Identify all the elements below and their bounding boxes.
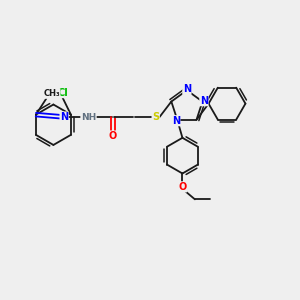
Text: N: N (60, 112, 68, 122)
Text: O: O (109, 131, 117, 141)
Text: O: O (178, 182, 187, 192)
Text: CH₃: CH₃ (43, 89, 60, 98)
Text: Cl: Cl (57, 88, 68, 98)
Text: N: N (200, 96, 208, 106)
Text: N: N (172, 116, 180, 126)
Text: S: S (152, 112, 159, 122)
Text: N: N (183, 84, 191, 94)
Text: NH: NH (81, 112, 96, 122)
